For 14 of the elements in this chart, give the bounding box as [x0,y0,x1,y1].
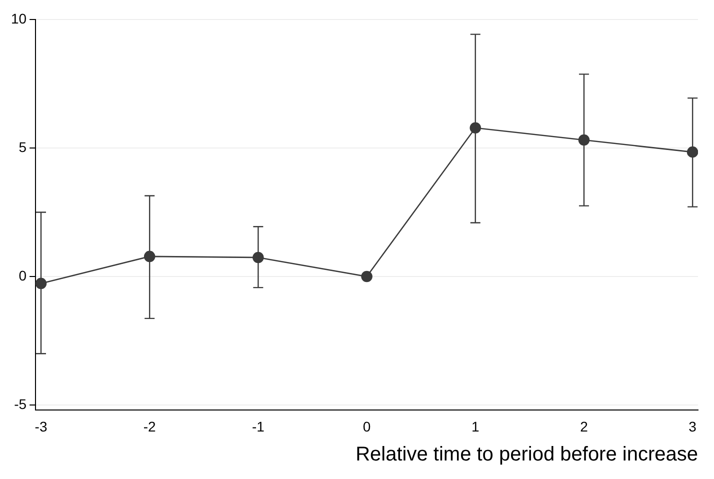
point [361,270,372,282]
x-tick-label: -3 [34,418,48,434]
y-tick-label: -5 [14,396,27,412]
x-tick-label: 3 [688,418,697,434]
y-tick-label: 10 [10,10,27,26]
x-tick-label: 1 [471,418,480,434]
x-tick-label: -2 [143,418,156,434]
x-tick-label: -1 [252,418,265,434]
x-axis-title: Relative time to period before increase [356,444,698,466]
point [686,146,698,158]
x-tick-label: 0 [362,418,371,434]
y-tick-label: 0 [18,267,27,284]
y-tick-label: 5 [18,138,27,155]
x-tick-label: 2 [580,418,588,434]
